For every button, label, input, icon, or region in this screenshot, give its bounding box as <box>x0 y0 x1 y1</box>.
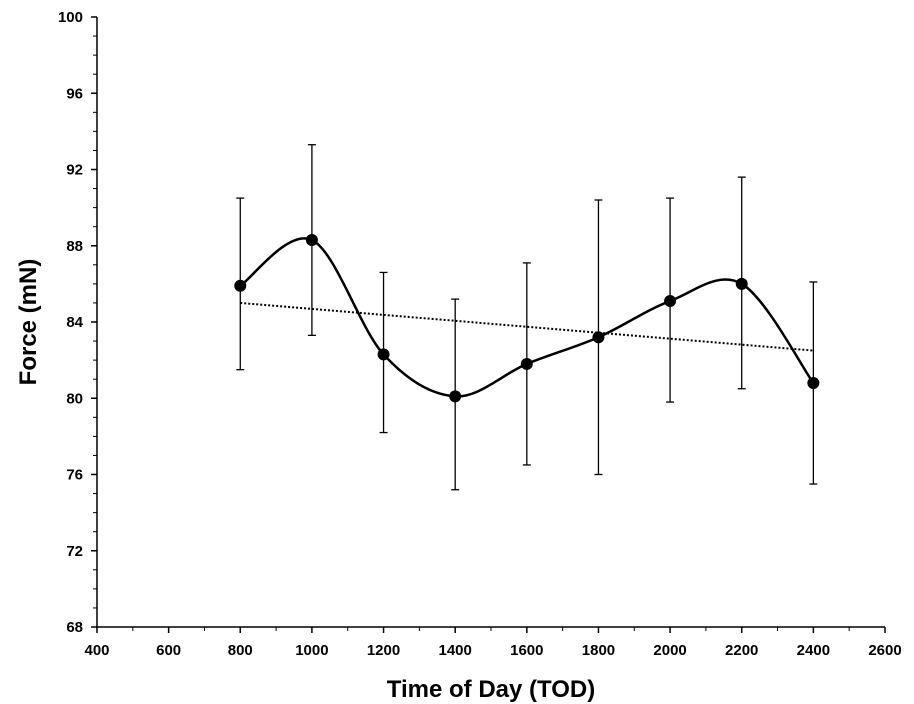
x-tick-label: 2400 <box>797 642 830 659</box>
x-ticks: 400 600 800 1000 1200 1400 1600 1800 2000 2200 240… <box>84 627 902 659</box>
x-tick-label: 2000 <box>653 642 686 659</box>
x-tick-label: 600 <box>156 642 181 659</box>
y-tick-label: 88 <box>66 238 83 255</box>
data-points <box>234 234 820 403</box>
x-axis-title: Time of Day (TOD) <box>387 676 595 703</box>
x-tick-label: 1600 <box>510 642 543 659</box>
data-point <box>305 234 318 247</box>
y-tick-label: 68 <box>66 619 83 636</box>
x-tick-label: 1200 <box>367 642 400 659</box>
data-point <box>807 377 820 389</box>
y-tick-label: 96 <box>66 85 83 102</box>
y-tick-label: 80 <box>66 390 83 407</box>
y-tick-label: 84 <box>66 314 83 331</box>
x-tick-label: 1000 <box>295 642 328 659</box>
x-tick-label: 2200 <box>725 642 758 659</box>
x-tick-label: 1400 <box>438 642 471 659</box>
data-point <box>520 357 533 370</box>
data-point <box>234 279 247 292</box>
x-tick-label: 2600 <box>868 642 901 659</box>
data-point <box>449 390 462 403</box>
axes <box>96 17 885 628</box>
y-ticks: 68 72 76 80 84 88 92 96 100 <box>58 9 97 636</box>
data-point <box>664 295 677 308</box>
y-tick-label: 100 <box>58 9 83 26</box>
y-tick-label: 92 <box>66 162 83 179</box>
x-tick-label: 800 <box>228 642 253 659</box>
error-bars <box>236 144 818 491</box>
data-point <box>735 277 748 290</box>
data-point <box>592 331 605 344</box>
y-axis-title: Force (mN) <box>15 259 42 386</box>
x-tick-label: 400 <box>84 642 109 659</box>
x-tick-label: 1800 <box>582 642 615 659</box>
y-tick-label: 76 <box>66 467 83 484</box>
data-point <box>377 348 390 361</box>
y-tick-label: 72 <box>66 543 83 560</box>
